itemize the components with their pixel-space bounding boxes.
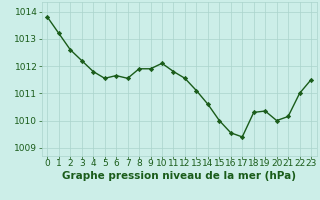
X-axis label: Graphe pression niveau de la mer (hPa): Graphe pression niveau de la mer (hPa) xyxy=(62,171,296,181)
